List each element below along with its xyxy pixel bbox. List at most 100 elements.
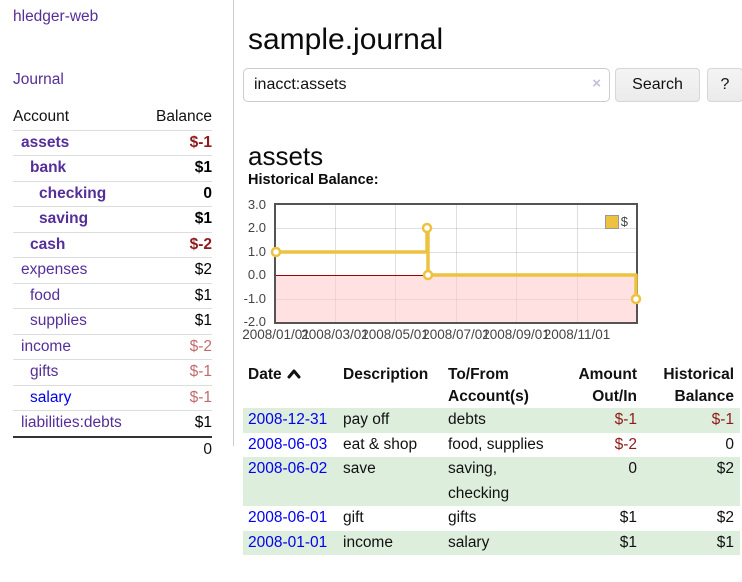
transaction-balance: 0	[725, 435, 734, 453]
data-point	[421, 222, 433, 234]
search-input[interactable]	[243, 68, 610, 102]
account-column-header: Account	[13, 108, 70, 126]
transaction-date-link[interactable]: 2008-12-31	[248, 411, 328, 428]
amount-column-header: Amount Out/In	[578, 366, 637, 405]
gridline	[577, 205, 578, 322]
account-balance: $2	[194, 261, 212, 279]
register-row: 2008-01-01 income salary $1 $1	[243, 530, 740, 555]
gridline	[276, 252, 636, 253]
description-column-header: Description	[343, 366, 429, 383]
transaction-amount: 0	[628, 460, 637, 477]
sidebar-item-journal[interactable]: Journal	[13, 71, 64, 88]
y-tick-label: -1.0	[243, 291, 266, 306]
transaction-balance: $-1	[711, 411, 734, 428]
account-balance: $-1	[189, 363, 212, 381]
register-row: 2008-06-01 gift gifts $1 $2	[243, 506, 740, 531]
transaction-balance: $2	[716, 460, 734, 477]
account-balance: $1	[194, 159, 212, 177]
y-tick-label: 1.0	[247, 244, 266, 259]
account-link-gifts[interactable]: gifts	[30, 363, 59, 381]
date-column-header[interactable]: Date	[243, 362, 343, 408]
sidebar-account-salary: salary $-1	[13, 384, 212, 411]
data-point	[270, 246, 282, 258]
transaction-amount: $-2	[614, 435, 637, 453]
account-balance: $1	[194, 414, 212, 432]
sidebar-account-cash: cash $-2	[13, 231, 212, 258]
transaction-description: gift	[343, 509, 364, 526]
search-button[interactable]: Search	[615, 68, 700, 102]
account-balance: $-1	[189, 388, 212, 406]
data-point	[422, 269, 434, 281]
account-heading: assets	[248, 140, 324, 171]
search-input-wrap: ×	[243, 68, 610, 102]
transaction-date-link[interactable]: 2008-06-02	[248, 460, 328, 477]
transaction-accounts: food, supplies	[448, 435, 544, 453]
page-title: sample.journal	[248, 23, 444, 57]
legend-swatch-icon	[604, 214, 619, 229]
gridline	[456, 205, 457, 322]
transaction-accounts: salary	[448, 533, 490, 551]
account-balance: $-2	[189, 337, 212, 355]
account-link-saving[interactable]: saving	[39, 210, 89, 228]
accounts-total-value: 0	[203, 440, 212, 458]
account-balance: $1	[194, 312, 212, 330]
clear-search-icon[interactable]: ×	[592, 75, 601, 92]
sidebar-account-assets: assets $-1	[13, 129, 212, 156]
account-link-checking[interactable]: checking	[39, 184, 107, 202]
transaction-date-link[interactable]: 2008-01-01	[248, 533, 328, 551]
gridline	[276, 228, 636, 229]
sidebar-divider	[233, 0, 234, 446]
app-title-link[interactable]: hledger-web	[13, 8, 99, 25]
balance-chart-plot: $	[270, 203, 642, 324]
transaction-date-link[interactable]: 2008-06-01	[248, 509, 328, 526]
x-tick-label: 2008/09/01	[482, 327, 550, 342]
transaction-accounts: saving, checking	[448, 460, 510, 502]
sidebar-account-bank: bank $1	[13, 155, 212, 181]
negative-region-shading	[276, 275, 636, 322]
transaction-accounts: gifts	[448, 509, 477, 526]
transaction-accounts: debts	[448, 411, 486, 428]
account-balance: $1	[194, 210, 212, 228]
transaction-amount: $1	[619, 533, 637, 551]
transaction-amount: $1	[619, 509, 637, 526]
account-balance: 0	[203, 184, 212, 202]
account-link-liabilities-debts[interactable]: liabilities:debts	[21, 414, 122, 432]
gridline	[335, 205, 336, 322]
x-tick-label: 2008/11/01	[543, 327, 611, 342]
y-tick-label: -2.0	[243, 314, 266, 329]
account-link-income[interactable]: income	[21, 337, 71, 355]
account-link-cash[interactable]: cash	[30, 235, 66, 253]
sidebar-account-liabilities-debts: liabilities:debts $1	[13, 410, 212, 436]
transaction-date-link[interactable]: 2008-06-03	[248, 435, 328, 453]
register-row: 2008-06-02 save saving, checking 0 $2	[243, 457, 740, 506]
transaction-description: pay off	[343, 411, 390, 428]
transaction-description: save	[343, 460, 376, 477]
x-tick-label: 2008/07/01	[422, 327, 490, 342]
account-link-expenses[interactable]: expenses	[21, 261, 88, 279]
sidebar-account-saving: saving $1	[13, 206, 212, 232]
x-tick-label: 2008/01/01	[242, 327, 310, 342]
accounts-total-row: 0	[13, 435, 212, 463]
register-table: Date Description To/From Account(s) Amou…	[243, 362, 740, 555]
register-header-row: Date Description To/From Account(s) Amou…	[243, 362, 740, 408]
legend-label: $	[620, 214, 628, 229]
account-link-supplies[interactable]: supplies	[30, 312, 87, 330]
account-link-salary[interactable]: salary	[30, 388, 72, 406]
gridline	[516, 205, 517, 322]
account-link-food[interactable]: food	[30, 286, 61, 304]
x-tick-label: 2008/05/01	[361, 327, 429, 342]
balance-column-header: Historical Balance	[663, 366, 734, 405]
account-balance: $-1	[189, 133, 212, 151]
account-link-bank[interactable]: bank	[30, 159, 67, 177]
y-tick-label: 3.0	[247, 197, 266, 212]
transaction-description: eat & shop	[343, 435, 418, 453]
help-button[interactable]: ?	[707, 68, 742, 102]
account-link-assets[interactable]: assets	[21, 133, 70, 151]
sidebar-account-supplies: supplies $1	[13, 308, 212, 334]
register-row: 2008-06-03 eat & shop food, supplies $-2…	[243, 433, 740, 458]
sidebar-account-income: income $-2	[13, 333, 212, 360]
gridline	[395, 205, 396, 322]
balance-column-header: Balance	[155, 108, 212, 126]
sidebar-account-gifts: gifts $-1	[13, 359, 212, 385]
